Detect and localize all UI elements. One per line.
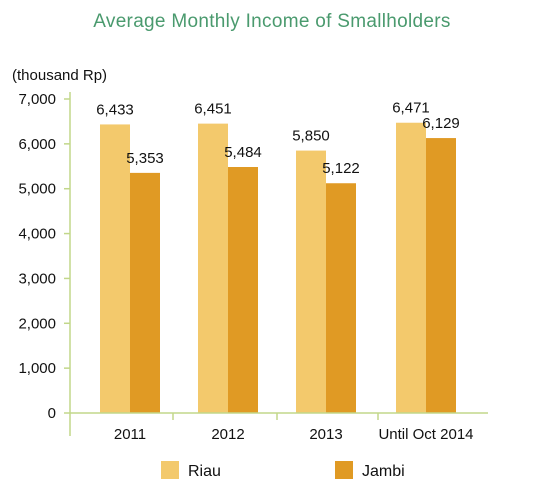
bar-label-riau-1: 6,433: [96, 101, 134, 118]
y-tick-label: 4,000: [18, 226, 56, 243]
y-tick-label: 3,000: [18, 270, 56, 287]
y-tick-label: 7,000: [18, 91, 56, 108]
bar-label-jambi-1: 5,353: [126, 150, 164, 167]
bars: [100, 122, 456, 414]
y-tick-label: 0: [48, 405, 56, 422]
bar-jambi-2: [228, 167, 258, 413]
bar-value-labels: 6,433 6,451 5,850 6,471 5,353 5,484 5,122 6,129: [96, 100, 460, 178]
bar-label-jambi-3: 5,122: [322, 160, 360, 177]
bar-label-jambi-4: 6,129: [422, 115, 460, 132]
chart-title: Average Monthly Income of Smallholders: [93, 11, 450, 32]
bar-riau-4: [396, 122, 426, 413]
bar-label-riau-3: 5,850: [292, 128, 330, 145]
x-tick-label: 2013: [309, 426, 342, 443]
legend-label-riau: Riau: [188, 463, 221, 480]
y-tick-label: 5,000: [18, 181, 56, 198]
y-tick-label: 1,000: [18, 360, 56, 377]
bar-riau-3: [296, 150, 326, 414]
x-tick-label: 2011: [114, 426, 146, 443]
bar-riau-2: [198, 123, 228, 413]
y-tick-label: 6,000: [18, 136, 56, 153]
x-tick-label: Until Oct 2014: [378, 426, 473, 443]
x-tick-label: 2012: [211, 426, 244, 443]
legend-swatch-riau: [161, 461, 179, 479]
x-axis-ticks: 2011 2012 2013 Until Oct 2014: [114, 413, 474, 443]
bar-label-jambi-2: 5,484: [224, 144, 262, 161]
legend-swatch-jambi: [335, 461, 353, 479]
bar-jambi-3: [326, 183, 356, 413]
bar-riau-1: [100, 124, 130, 414]
bar-label-riau-4: 6,471: [392, 100, 430, 117]
bar-jambi-1: [130, 172, 160, 413]
legend: Riau Jambi: [161, 461, 405, 480]
y-tick-label: 2,000: [18, 315, 56, 332]
bar-jambi-4: [426, 138, 456, 414]
y-axis-label: (thousand Rp): [12, 67, 107, 84]
bar-label-riau-2: 6,451: [194, 101, 232, 118]
legend-label-jambi: Jambi: [362, 463, 405, 480]
y-axis-ticks: 0 1,000 2,000 3,000 4,000 5,000 6,000 7,000: [18, 91, 70, 422]
